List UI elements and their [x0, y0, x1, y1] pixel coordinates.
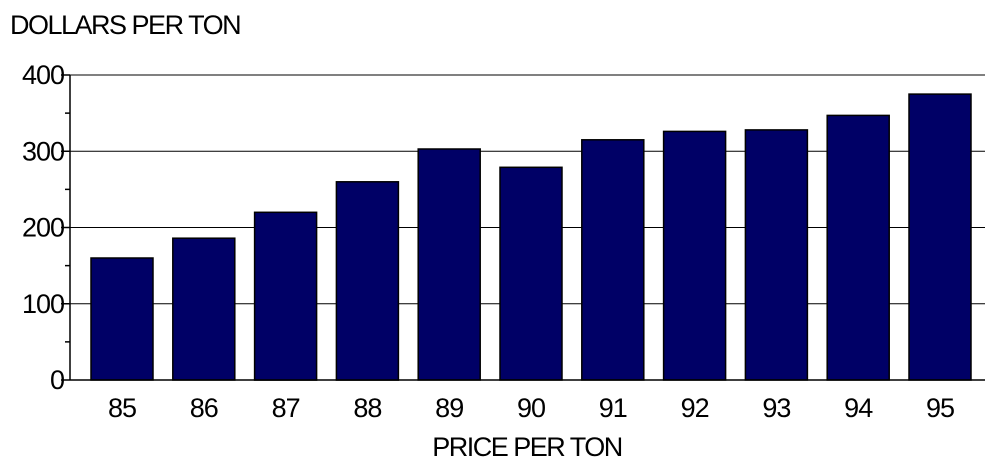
bar-89: [417, 148, 481, 381]
x-tick-label: 88: [353, 393, 381, 423]
x-tick-label: 85: [108, 393, 136, 423]
y-axis-title: DOLLARS PER TON: [10, 10, 240, 40]
bar-88: [335, 181, 400, 381]
y-tick-label: 200: [22, 213, 64, 243]
bar-93: [744, 129, 809, 381]
x-tick-label: 90: [517, 393, 545, 423]
x-tick-label: 86: [190, 393, 218, 423]
bar-85: [90, 257, 154, 381]
bar-91: [581, 139, 645, 381]
x-tick-label: 95: [926, 393, 954, 423]
x-axis-title: PRICE PER TON: [432, 432, 622, 462]
x-tick-label: 89: [435, 393, 463, 423]
x-tick-label: 94: [844, 393, 873, 423]
y-tick-label: 100: [22, 289, 64, 319]
bar-series: [90, 93, 972, 381]
x-tick-label: 91: [599, 393, 627, 423]
x-tick-label: 93: [762, 393, 790, 423]
bar-95: [908, 93, 972, 381]
bar-94: [826, 114, 890, 381]
x-tick-label: 87: [272, 393, 300, 423]
bar-90: [499, 166, 563, 381]
y-tick-label: 0: [50, 365, 64, 395]
bar-86: [172, 237, 236, 381]
y-tick-labels: 0 100 200 300 400: [22, 60, 65, 395]
bar-92: [662, 130, 727, 381]
y-tick-label: 400: [22, 60, 64, 90]
y-tick-label: 300: [22, 136, 64, 166]
x-tick-labels: 85 86 87 88 89 90 91 92 93 94 95: [108, 393, 955, 423]
x-tick-label: 92: [681, 393, 709, 423]
bar-87: [253, 211, 318, 381]
axes: [61, 74, 985, 381]
